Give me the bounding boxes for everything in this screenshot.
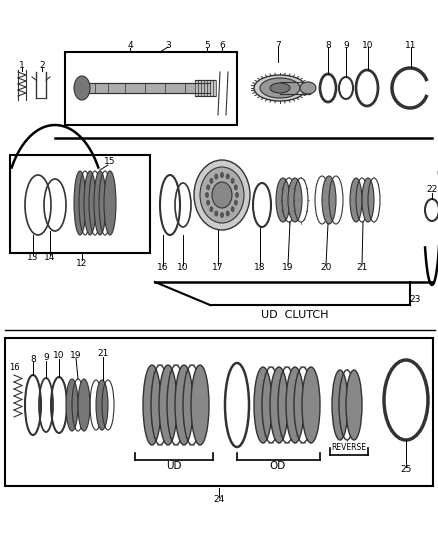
- Text: 19: 19: [70, 351, 82, 359]
- Text: 16: 16: [9, 364, 19, 373]
- Ellipse shape: [104, 171, 116, 235]
- Text: OD: OD: [270, 461, 286, 471]
- Text: UD: UD: [166, 461, 182, 471]
- Text: 13: 13: [27, 254, 39, 262]
- Text: 10: 10: [53, 351, 65, 360]
- Ellipse shape: [332, 370, 348, 440]
- Ellipse shape: [212, 182, 232, 208]
- Ellipse shape: [234, 184, 238, 190]
- Ellipse shape: [191, 365, 209, 445]
- Ellipse shape: [260, 78, 300, 98]
- Ellipse shape: [322, 176, 336, 224]
- Ellipse shape: [78, 379, 90, 431]
- Ellipse shape: [74, 76, 90, 100]
- Text: 16: 16: [157, 263, 169, 272]
- Text: REVERSE: REVERSE: [332, 442, 367, 451]
- Text: 6: 6: [219, 42, 225, 51]
- Ellipse shape: [214, 211, 218, 216]
- Text: 19: 19: [282, 263, 294, 272]
- Ellipse shape: [288, 178, 302, 222]
- Text: 20: 20: [320, 263, 332, 272]
- Ellipse shape: [84, 171, 96, 235]
- Text: 18: 18: [254, 263, 266, 272]
- Ellipse shape: [220, 172, 224, 178]
- Text: 10: 10: [362, 41, 374, 50]
- Ellipse shape: [209, 178, 213, 184]
- Text: UD  CLUTCH: UD CLUTCH: [261, 310, 329, 320]
- Ellipse shape: [276, 178, 290, 222]
- Ellipse shape: [346, 370, 362, 440]
- Ellipse shape: [302, 367, 320, 443]
- Text: 25: 25: [400, 465, 412, 474]
- Ellipse shape: [209, 206, 213, 212]
- Text: 21: 21: [356, 263, 367, 272]
- Text: 23: 23: [410, 295, 420, 304]
- Ellipse shape: [270, 367, 288, 443]
- Text: 24: 24: [213, 496, 225, 505]
- Text: 21: 21: [97, 350, 109, 359]
- Ellipse shape: [96, 380, 108, 430]
- Ellipse shape: [230, 178, 235, 184]
- Text: 10: 10: [177, 263, 189, 272]
- Text: 22: 22: [426, 185, 438, 195]
- Ellipse shape: [226, 174, 230, 180]
- Text: 3: 3: [165, 41, 171, 50]
- Text: 7: 7: [275, 41, 281, 50]
- Text: 9: 9: [43, 353, 49, 362]
- Bar: [65, 52, 237, 125]
- Ellipse shape: [254, 367, 272, 443]
- Ellipse shape: [286, 367, 304, 443]
- Text: 11: 11: [405, 41, 417, 50]
- Ellipse shape: [254, 75, 306, 101]
- Ellipse shape: [220, 212, 224, 218]
- Ellipse shape: [66, 379, 78, 431]
- Ellipse shape: [214, 174, 218, 180]
- Ellipse shape: [94, 171, 106, 235]
- Text: 9: 9: [343, 41, 349, 50]
- Ellipse shape: [205, 192, 209, 198]
- Ellipse shape: [362, 178, 374, 222]
- Ellipse shape: [206, 200, 210, 206]
- Text: 5: 5: [204, 42, 210, 51]
- Ellipse shape: [235, 192, 239, 198]
- Ellipse shape: [200, 167, 244, 223]
- Ellipse shape: [270, 83, 290, 93]
- Ellipse shape: [159, 365, 177, 445]
- Text: 1: 1: [19, 61, 25, 69]
- Text: 8: 8: [30, 356, 36, 365]
- Ellipse shape: [300, 82, 316, 94]
- Ellipse shape: [206, 184, 210, 190]
- Ellipse shape: [143, 365, 161, 445]
- Text: 15: 15: [104, 157, 116, 166]
- Text: 14: 14: [44, 254, 56, 262]
- Ellipse shape: [175, 365, 193, 445]
- Ellipse shape: [74, 171, 86, 235]
- Ellipse shape: [230, 206, 235, 212]
- Ellipse shape: [194, 160, 250, 230]
- Text: 8: 8: [325, 41, 331, 50]
- Text: 17: 17: [212, 263, 224, 272]
- Text: 12: 12: [76, 259, 88, 268]
- Text: 2: 2: [39, 61, 45, 69]
- Ellipse shape: [350, 178, 362, 222]
- Text: 4: 4: [127, 42, 133, 51]
- Ellipse shape: [226, 211, 230, 216]
- Bar: [5, 338, 433, 486]
- Ellipse shape: [234, 200, 238, 206]
- Bar: [10, 155, 150, 253]
